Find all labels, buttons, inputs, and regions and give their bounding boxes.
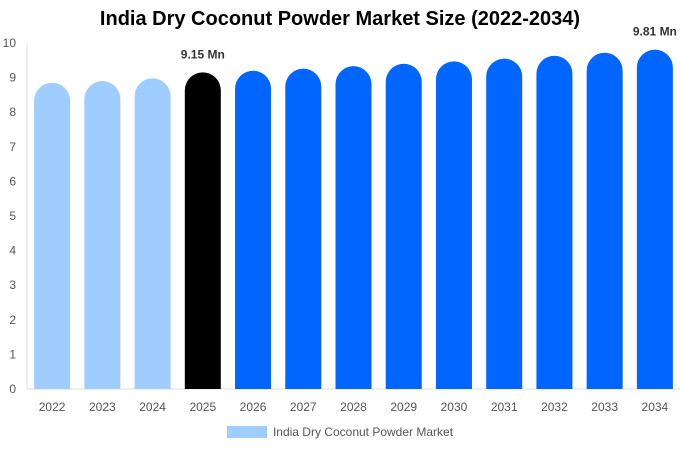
bar	[385, 63, 422, 389]
x-tick-label: 2031	[491, 400, 518, 414]
bar	[235, 70, 272, 390]
y-tick-label: 4	[9, 244, 16, 258]
x-tick-label: 2032	[541, 400, 568, 414]
x-tick-label: 2028	[340, 400, 367, 414]
x-tick-label: 2027	[290, 400, 317, 414]
y-tick-label: 8	[9, 105, 16, 119]
chart-title: India Dry Coconut Powder Market Size (20…	[99, 8, 581, 30]
x-tick-label: 2022	[39, 400, 66, 414]
bar	[486, 58, 523, 389]
y-tick-label: 10	[3, 36, 17, 50]
y-tick-label: 2	[9, 313, 16, 327]
legend: India Dry Coconut Powder Market	[0, 425, 680, 439]
bar	[285, 68, 322, 389]
y-tick-label: 3	[9, 278, 16, 292]
bar	[134, 78, 171, 390]
data-label: 9.81 Mn	[633, 25, 677, 39]
y-tick-label: 5	[9, 209, 16, 223]
bar	[536, 55, 573, 390]
bar	[34, 82, 71, 390]
y-tick-label: 6	[9, 174, 16, 188]
bar	[335, 66, 372, 389]
y-tick-label: 1	[9, 347, 16, 361]
x-tick-label: 2024	[139, 400, 166, 414]
data-label: 9.15 Mn	[181, 47, 225, 61]
legend-label: India Dry Coconut Powder Market	[272, 425, 454, 439]
x-tick-label: 2033	[591, 400, 618, 414]
bar	[84, 81, 121, 389]
y-tick-label: 7	[9, 140, 16, 154]
y-tick-label: 9	[9, 71, 16, 85]
x-tick-label: 2030	[441, 400, 468, 414]
x-tick-label: 2025	[189, 400, 216, 414]
bar	[586, 52, 623, 390]
x-tick-label: 2034	[642, 400, 669, 414]
bar	[435, 61, 472, 389]
x-tick-label: 2029	[390, 400, 417, 414]
legend-swatch	[226, 426, 267, 438]
x-tick-label: 2023	[89, 400, 116, 414]
bar	[636, 49, 673, 389]
x-tick-label: 2026	[240, 400, 267, 414]
bar	[184, 72, 221, 389]
y-tick-label: 0	[9, 382, 16, 396]
